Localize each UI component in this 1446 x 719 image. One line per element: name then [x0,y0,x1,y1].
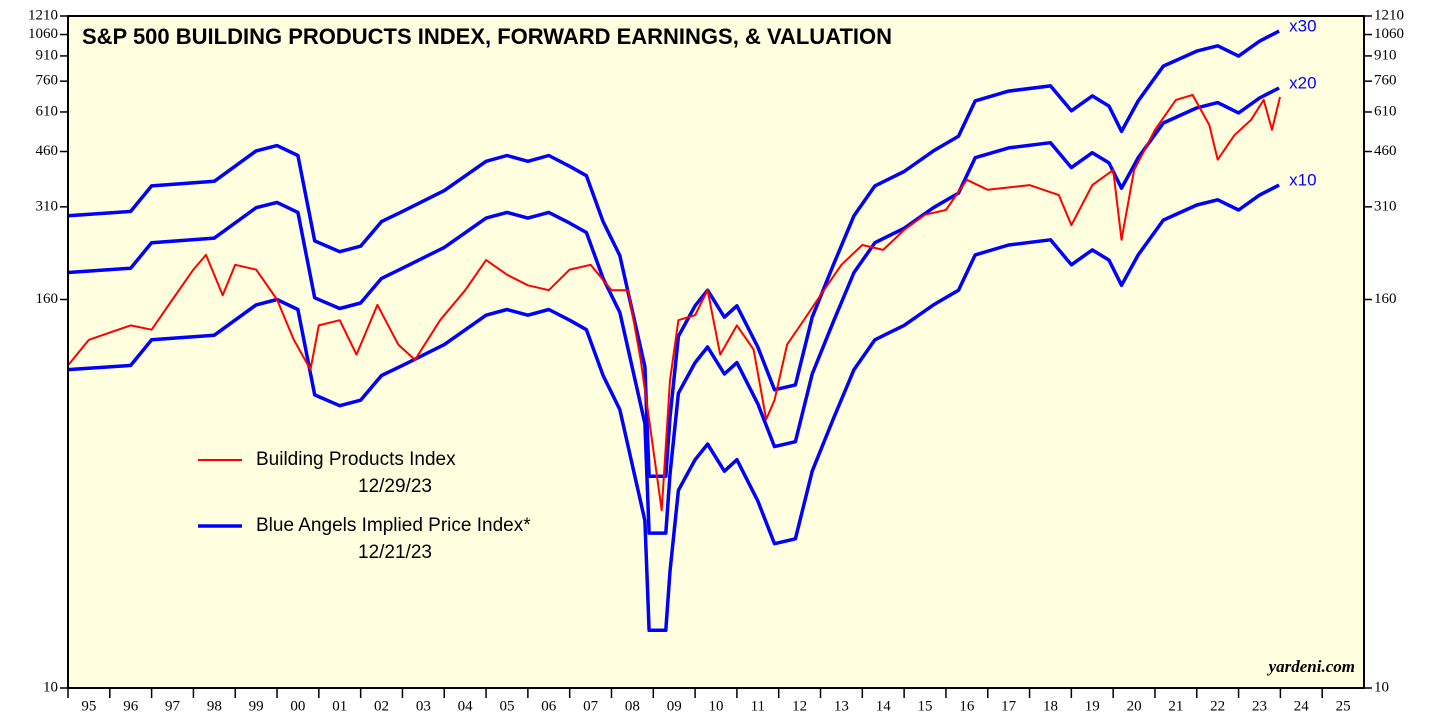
x-tick-label: 22 [1210,698,1225,714]
x-tick-label: 98 [207,698,222,714]
series-label: x20 [1289,73,1316,92]
x-tick-label: 08 [625,698,640,714]
x-tick-label: 12 [792,698,807,714]
y-tick-label: 760 [1374,73,1397,89]
y-tick-label: 1060 [28,26,58,42]
series-line [67,93,1281,512]
y-tick-label: 310 [1374,198,1397,214]
plot-border [67,15,1365,689]
x-tick-label: 06 [541,698,557,714]
y-tick-label: 610 [36,103,59,119]
x-tick-label: 21 [1168,698,1183,714]
x-tick-label: 01 [332,698,347,714]
series-line [67,183,1280,633]
chart-title: S&P 500 BUILDING PRODUCTS INDEX, FORWARD… [82,24,892,49]
x-tick-label: 00 [290,698,305,714]
x-tick-label: 05 [499,698,514,714]
x-tick-label: 02 [374,698,389,714]
x-tick-label: 19 [1085,698,1100,714]
x-tick-label: 15 [918,698,933,714]
y-tick-label: 460 [1374,143,1397,159]
y-tick-label: 160 [1374,291,1397,307]
legend-label: Building Products Index [256,449,456,470]
x-tick-label: 07 [583,698,599,714]
y-tick-label: 1210 [28,7,58,23]
x-tick-label: 97 [165,698,181,714]
x-tick-label: 99 [249,698,264,714]
x-tick-label: 25 [1336,698,1351,714]
x-tick-label: 16 [959,698,975,714]
y-tick-label: 760 [36,73,59,89]
x-tick-label: 10 [709,698,724,714]
x-tick-label: 96 [123,698,139,714]
y-tick-label: 910 [36,47,59,63]
series-label: x10 [1289,171,1316,190]
y-tick-label: 460 [36,143,59,159]
legend-date: 12/21/23 [358,542,432,563]
x-tick-label: 11 [751,698,765,714]
x-tick-label: 18 [1043,698,1058,714]
y-tick-label: 160 [36,291,59,307]
x-tick-label: 03 [416,698,431,714]
series-line [67,29,1280,479]
x-tick-label: 17 [1001,698,1017,714]
y-tick-label: 10 [1374,679,1389,695]
x-tick-label: 13 [834,698,849,714]
x-tick-label: 20 [1127,698,1142,714]
y-tick-label: 1210 [1374,7,1404,23]
marks [67,29,1281,633]
x-tick-label: 95 [81,698,96,714]
legend-label: Blue Angels Implied Price Index* [256,515,531,536]
y-tick-label: 310 [36,198,59,214]
y-tick-label: 910 [1374,47,1397,63]
x-tick-label: 23 [1252,698,1267,714]
y-tick-label: 1060 [1374,26,1404,42]
y-tick-label: 10 [43,679,58,695]
series-line [67,86,1280,535]
plot-area [68,16,1364,688]
x-tick-label: 24 [1294,698,1310,714]
source: yardeni.com [1267,657,1355,676]
x-tick-label: 14 [876,698,892,714]
x-tick-label: 04 [458,698,474,714]
series-label: x30 [1289,17,1316,36]
x-tick-label: 09 [667,698,682,714]
y-tick-label: 610 [1374,103,1397,119]
legend-date: 12/29/23 [358,476,432,497]
